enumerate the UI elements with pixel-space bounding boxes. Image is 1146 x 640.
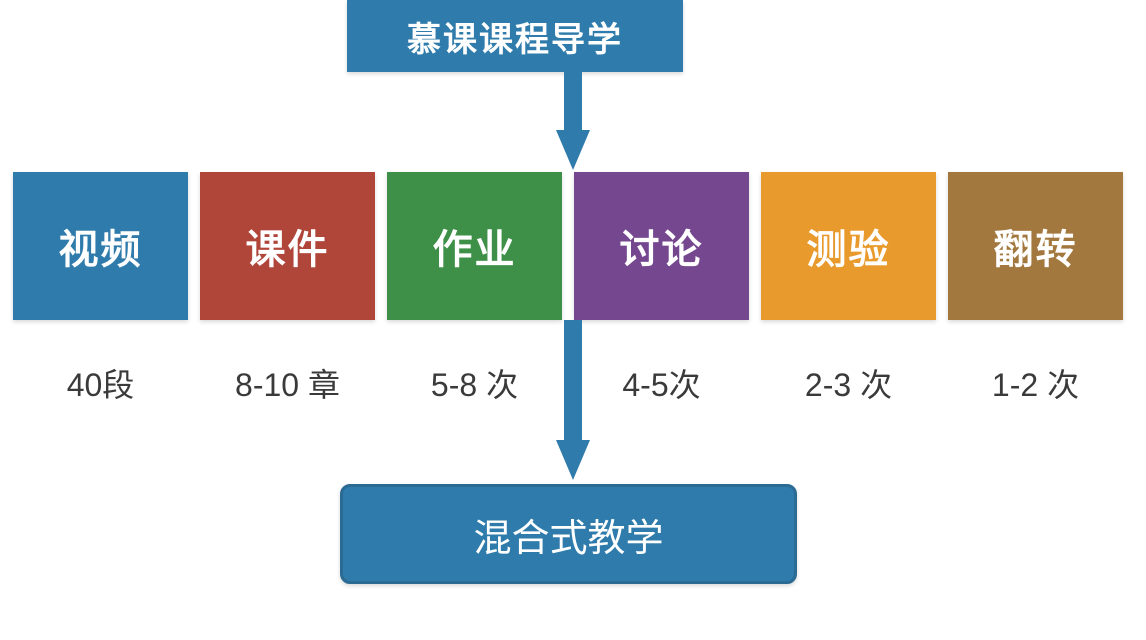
mid-caption-2: 5-8 次 <box>387 360 562 406</box>
mid-box-4: 测验 <box>761 172 936 320</box>
diagram-canvas: 慕课课程导学 视频 40段 课件 8-10 章 作业 5-8 次 讨论 4-5次… <box>0 0 1146 640</box>
arrow-bottom-icon <box>556 320 590 480</box>
mid-caption-5: 1-2 次 <box>948 360 1123 406</box>
mid-caption-4: 2-3 次 <box>761 360 936 406</box>
top-box: 慕课课程导学 <box>347 0 683 72</box>
arrow-top-icon <box>556 72 590 170</box>
mid-caption-3: 4-5次 <box>574 360 749 406</box>
bottom-box: 混合式教学 <box>340 484 797 584</box>
mid-caption-1: 8-10 章 <box>200 360 375 406</box>
mid-caption-0: 40段 <box>13 360 188 406</box>
mid-box-5: 翻转 <box>948 172 1123 320</box>
mid-box-3: 讨论 <box>574 172 749 320</box>
mid-box-0: 视频 <box>13 172 188 320</box>
mid-box-1: 课件 <box>200 172 375 320</box>
mid-box-2: 作业 <box>387 172 562 320</box>
